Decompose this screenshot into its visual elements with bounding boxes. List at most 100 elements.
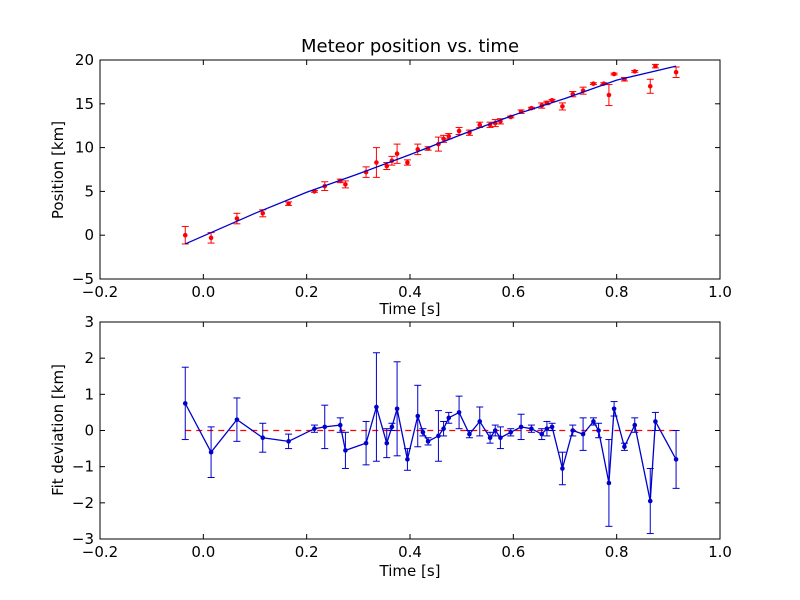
data-point	[560, 466, 565, 471]
y-tick-label: 1	[84, 385, 94, 403]
data-point	[389, 424, 395, 430]
data-point	[182, 232, 188, 238]
data-point	[508, 430, 514, 435]
data-point	[312, 426, 317, 431]
data-point	[487, 435, 493, 441]
data-point	[647, 498, 653, 504]
data-point	[322, 424, 328, 430]
y-tick-label: 2	[84, 349, 94, 367]
position-chart: Meteor position vs. time −0.2 0.0 0.2 0.4 0.…	[49, 36, 732, 318]
data-point	[420, 430, 426, 435]
plot-area	[181, 352, 680, 535]
deviation-line	[184, 403, 677, 502]
data-point	[570, 428, 576, 433]
x-tick-label: 0.8	[605, 543, 629, 561]
data-point	[182, 401, 188, 406]
data-point	[208, 449, 214, 455]
data-point	[549, 424, 555, 430]
x-axis-label: Time [s]	[379, 562, 441, 580]
data-point	[632, 69, 638, 74]
data-point	[260, 435, 266, 441]
data-point	[622, 444, 627, 450]
data-point	[591, 419, 596, 424]
x-tick-label: 0.2	[295, 283, 319, 301]
data-point	[611, 71, 617, 77]
data-point	[549, 97, 555, 103]
y-tick-label: 3	[84, 313, 94, 331]
y-tick-label: −2	[72, 494, 94, 512]
x-tick-label: 0.4	[398, 283, 422, 301]
data-point	[456, 410, 462, 415]
data-point	[441, 426, 446, 431]
y-tick-label: 0	[84, 422, 94, 440]
data-point	[374, 404, 379, 410]
data-point	[446, 133, 452, 139]
y-axis-label: Fit deviation [km]	[49, 364, 67, 496]
data-point	[560, 104, 565, 109]
data-point	[467, 431, 472, 437]
data-point	[405, 457, 410, 462]
y-tick-label: 0	[84, 226, 94, 244]
axes: −0.2 0.0 0.2 0.4 0.6 0.8 1.0 −5 0 5 10 15 20	[72, 51, 732, 301]
data-point	[415, 413, 421, 419]
data-point	[208, 235, 214, 241]
x-tick-label: 1.0	[708, 543, 732, 561]
y-tick-label: 5	[84, 182, 94, 200]
data-point	[529, 426, 534, 431]
data-point	[337, 422, 343, 428]
data-point	[446, 415, 452, 421]
y-tick-label: −3	[72, 530, 94, 548]
data-point	[394, 406, 400, 412]
x-tick-label: 0.2	[295, 543, 319, 561]
data-point	[539, 431, 545, 437]
data-point	[596, 428, 601, 433]
x-tick-label: 0.6	[501, 283, 525, 301]
fit-line	[184, 65, 677, 245]
data-point	[286, 439, 291, 444]
data-point	[286, 201, 291, 206]
data-point	[441, 136, 446, 142]
x-tick-label: 0.4	[398, 543, 422, 561]
y-tick-label: −5	[72, 270, 94, 288]
y-tick-label: 10	[75, 139, 94, 157]
data-point	[647, 83, 653, 89]
x-axis-label: Time [s]	[379, 300, 441, 318]
data-point	[363, 440, 369, 446]
plot-area	[181, 63, 680, 245]
data-point	[405, 160, 410, 165]
x-tick-label: 0.0	[191, 543, 215, 561]
data-point	[591, 81, 596, 86]
data-point	[477, 419, 483, 424]
data-point	[606, 480, 612, 486]
data-point	[384, 440, 390, 446]
x-tick-label: −0.2	[82, 283, 118, 301]
data-point	[673, 457, 679, 462]
x-tick-label: −0.2	[82, 543, 118, 561]
data-point	[436, 433, 441, 439]
x-tick-label: 0.6	[501, 543, 525, 561]
data-point	[374, 160, 379, 165]
y-tick-label: −1	[72, 458, 94, 476]
data-point	[632, 422, 638, 428]
data-point	[673, 69, 679, 75]
data-point	[544, 426, 550, 431]
data-point	[234, 216, 240, 221]
data-point	[260, 211, 266, 216]
data-point	[384, 163, 390, 169]
axes-frame	[99, 59, 721, 280]
y-tick-label: 20	[75, 51, 94, 69]
axes: −0.2 0.0 0.2 0.4 0.6 0.8 1.0 −3 −2 −1 0 1 2 3	[72, 313, 732, 561]
chart-title: Meteor position vs. time	[301, 36, 519, 57]
data-point	[477, 122, 483, 128]
data-point	[653, 419, 658, 424]
data-point	[456, 128, 462, 134]
y-axis-label: Position [km]	[49, 121, 67, 219]
data-point	[492, 428, 498, 433]
data-point	[653, 63, 658, 69]
deviation-chart: −0.2 0.0 0.2 0.4 0.6 0.8 1.0 −3 −2 −1 0 1 2 3 Time [s…	[49, 313, 732, 580]
data-point	[343, 182, 348, 187]
x-tick-label: 1.0	[708, 283, 732, 301]
data-point	[343, 448, 348, 453]
x-tick-label: 0.8	[605, 283, 629, 301]
